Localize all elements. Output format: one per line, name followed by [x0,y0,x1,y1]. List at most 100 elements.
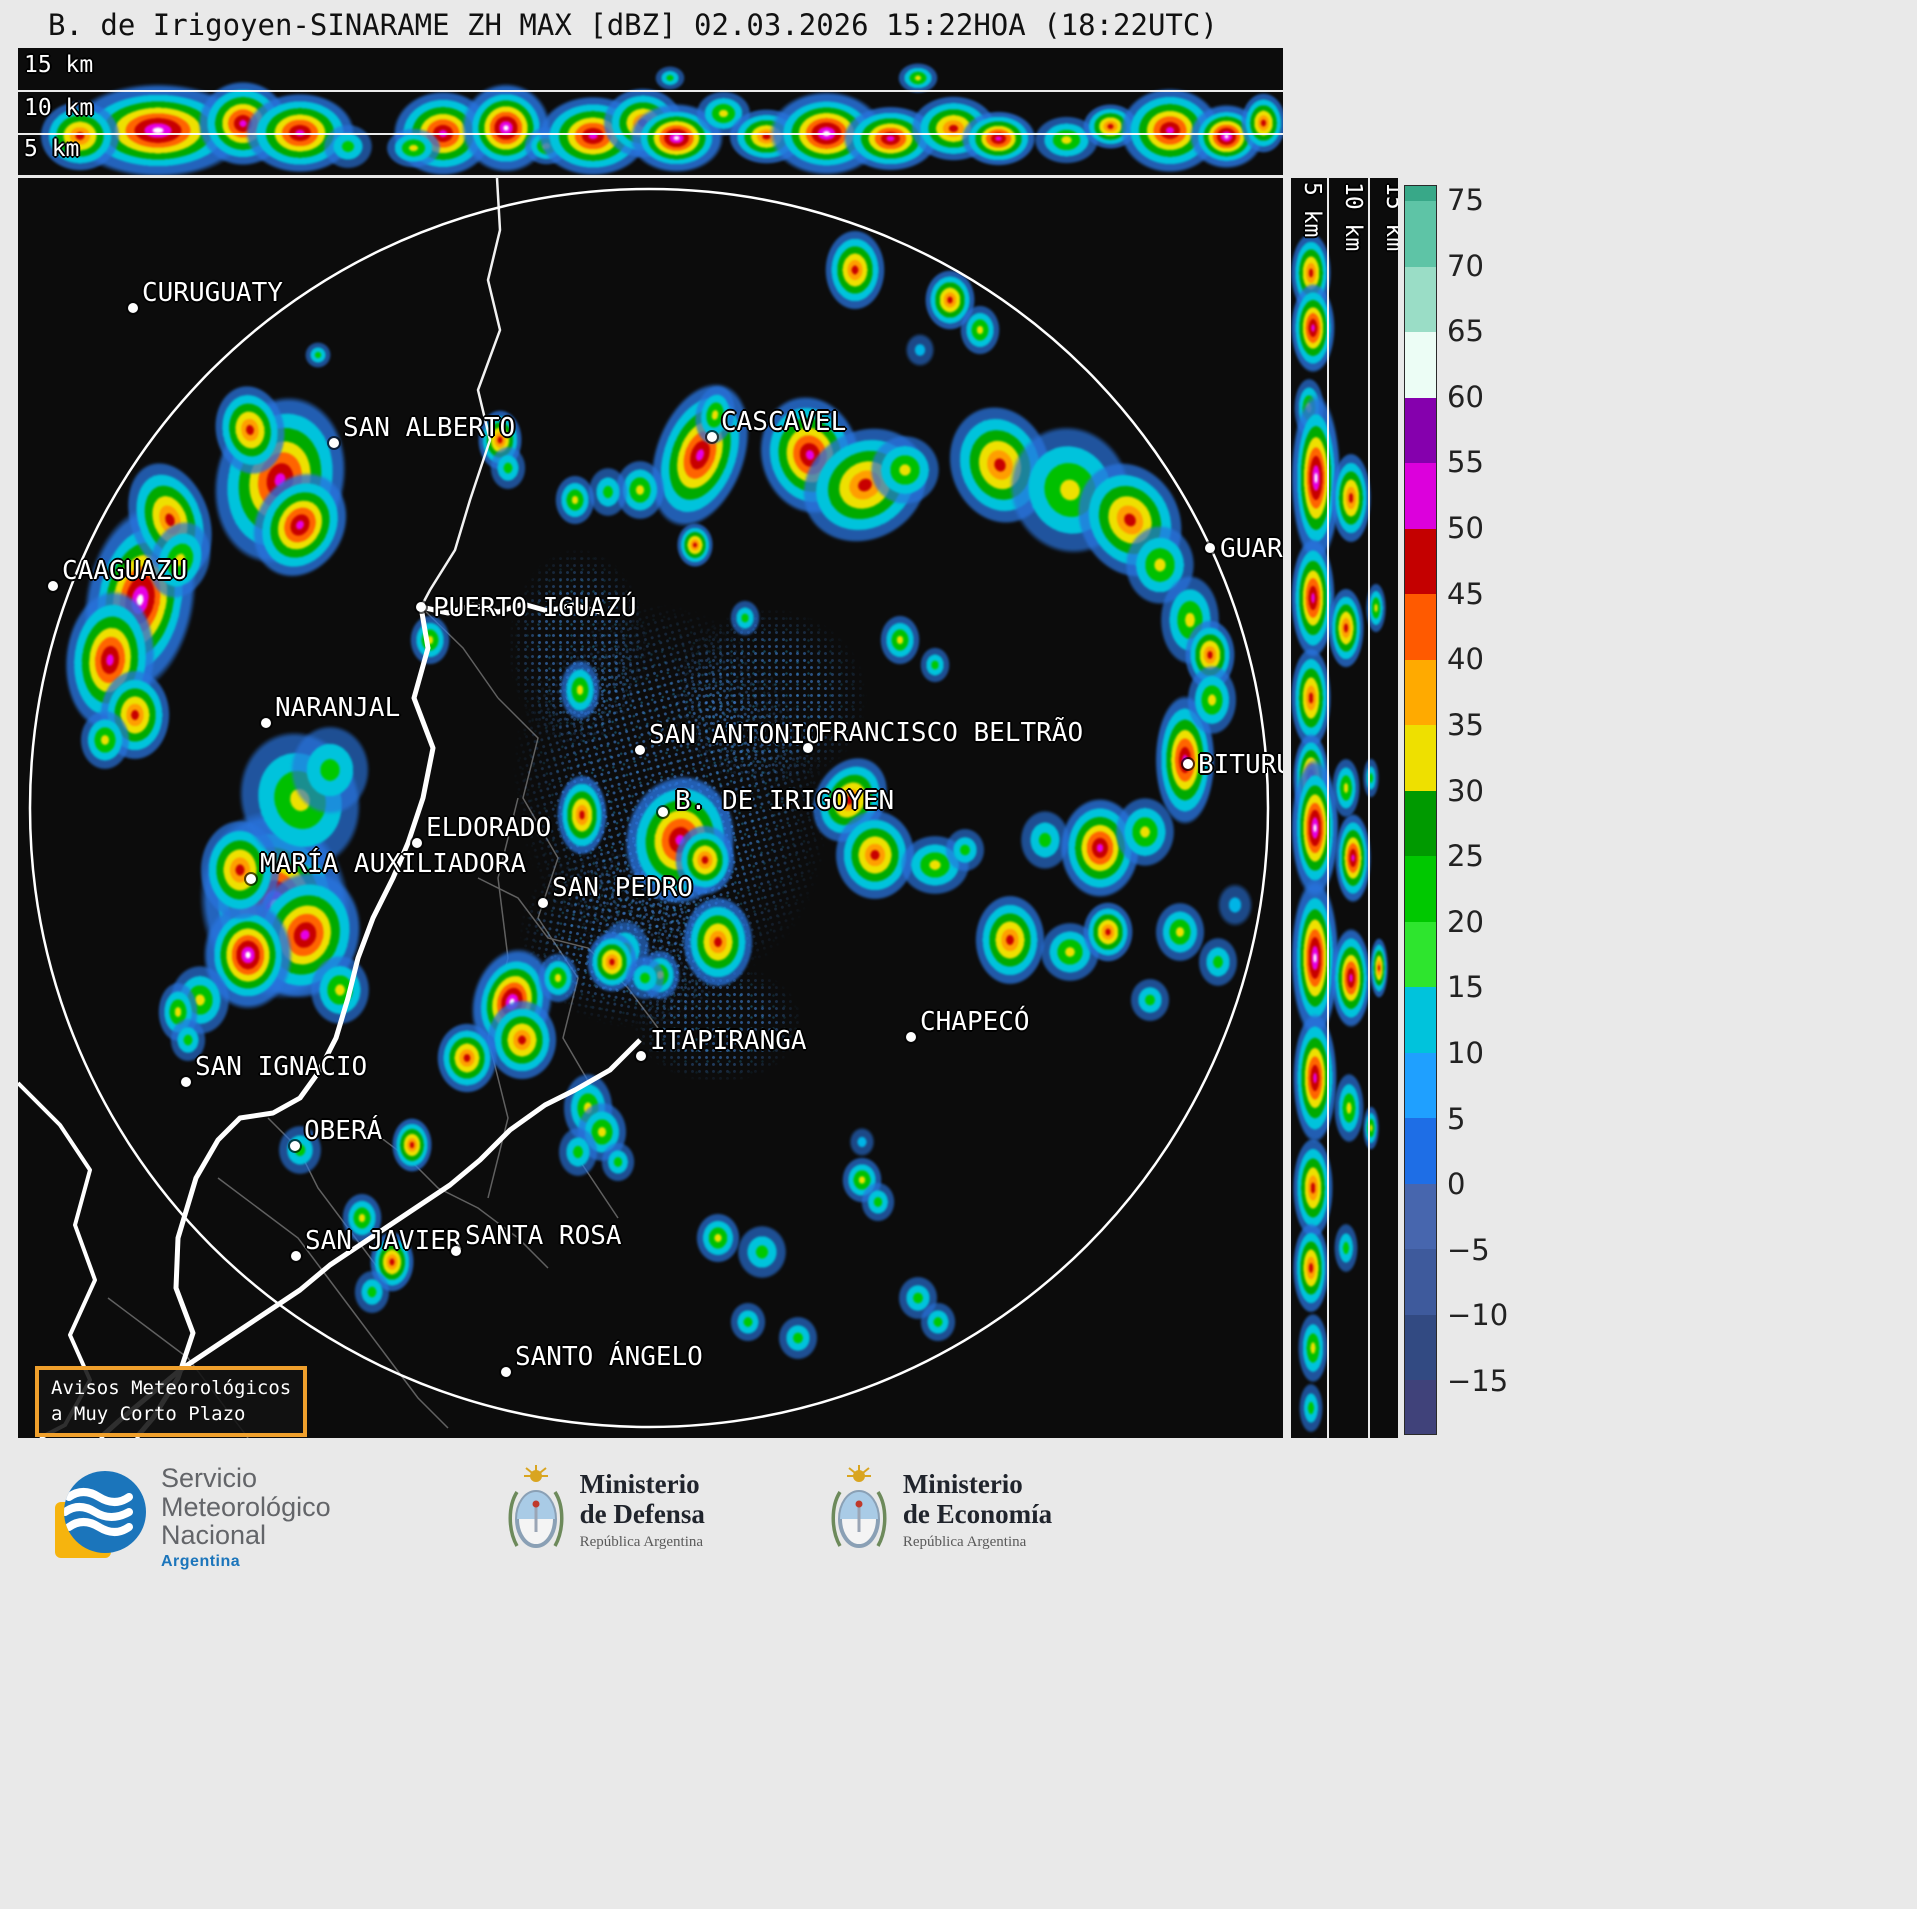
radar-echo [40,101,120,171]
city-label: MARÍA AUXILIADORA [260,849,527,879]
footer: Servicio Meteorológico Nacional Argentin… [0,1438,1917,1909]
city-label: ITAPIRANGA [650,1026,807,1056]
radar-echo [1335,813,1371,903]
ministry-defensa-block: Ministerio de Defensa República Argentin… [504,1464,705,1556]
side-altitude-label-5km: 5 km [1299,182,1325,238]
radar-echo [1299,1383,1323,1433]
smn-name-line: Servicio [161,1463,258,1493]
page-title: B. de Irigoyen-SINARAME ZH MAX [dBZ] 02.… [48,8,1218,42]
radar-echo [1328,588,1364,668]
altitude-label-15km: 15 km [24,52,94,78]
city-marker [636,1051,646,1061]
colorbar-segment [1405,332,1436,398]
city-marker [803,743,813,753]
city-label: CAAGUAZU [62,556,188,586]
radar-echo [1363,758,1379,798]
side-gridline-2 [1368,178,1370,1438]
city-label: SANTO ÁNGELO [515,1342,703,1372]
city-marker [290,1141,300,1151]
colorbar-segment [1405,1118,1436,1184]
city-label: GUARA [1220,534,1283,564]
colorbar-segment [1405,463,1436,529]
radar-echo [655,66,685,90]
city-marker [538,898,548,908]
radar-map-panel: CURUGUATY SAN ALBERTO CAAGUAZU CASCAVEL GUAR… [18,178,1283,1438]
city-marker [501,1367,511,1377]
city-label: SAN ANTONIO [649,720,822,750]
colorbar-tick-label: 15 [1447,970,1484,1005]
city-label: BITURU [1198,750,1283,780]
smn-logo-block: Servicio Meteorológico Nacional Argentin… [55,1464,331,1571]
side-altitude-label-15km: 15 km [1381,182,1398,252]
radar-echo [1293,1138,1333,1238]
colorbar-tick-label: −15 [1447,1364,1509,1398]
radar-echo [1298,1313,1328,1383]
radar-echo [1291,648,1331,748]
radar-echo [960,110,1036,166]
radar-echo [323,123,373,169]
city-label: SAN IGNACIO [195,1052,368,1082]
side-cross-section-panel: 5 km 10 km 15 km [1291,178,1398,1438]
city-label: OBERÁ [304,1116,383,1146]
altitude-gridline-10km [18,90,1283,92]
ministry-name-line: de Defensa [579,1499,705,1529]
radar-echo [1334,1073,1364,1143]
radar-echo [1331,453,1371,543]
colorbar-segment [1405,1314,1436,1381]
ministry-economia-text: Ministerio de Economía República Argenti… [903,1469,1052,1551]
colorbar-ticks: 75 70 65 60 55 50 45 40 35 30 25 20 15 10 5 0 −5 −10 −15 [1447,185,1527,1435]
colorbar-tick-label: −5 [1447,1232,1490,1267]
colorbar-segments [1404,185,1437,1435]
city-label: SAN JAVIER [305,1226,462,1256]
top-cross-section-panel: 15 km 10 km 5 km [18,48,1283,175]
colorbar-segment [1405,1249,1436,1315]
colorbar-tick-label: −10 [1447,1298,1509,1333]
city-marker [412,838,422,848]
colorbar-segment [1405,1052,1436,1119]
radar-echo [1334,1223,1358,1273]
colorbar-tick-label: 40 [1447,642,1484,677]
ministry-defensa-text: Ministerio de Defensa República Argentin… [580,1469,705,1551]
city-marker [416,602,426,612]
city-label: FRANCISCO BELTRÃO [817,718,1084,748]
city-marker [246,874,256,884]
colorbar-segment [1405,594,1436,660]
altitude-gridline-5km [18,133,1283,135]
ministry-name-line: Ministerio [579,1468,700,1499]
colorbar-segment [1405,659,1436,726]
city-marker [291,1251,301,1261]
colorbar-segment [1405,1380,1436,1435]
radar-echo [898,63,938,93]
altitude-label-10km: 10 km [24,95,94,121]
city-marker [707,432,717,442]
city-marker [1205,543,1215,553]
colorbar-segment [1405,201,1436,267]
radar-echo [1293,1013,1337,1143]
colorbar-segment [1405,921,1436,988]
colorbar-tick-label: 45 [1447,576,1484,611]
smn-logo [55,1471,146,1558]
smn-country: Argentina [161,1552,241,1570]
radar-echo [1366,583,1386,633]
city-marker [635,745,645,755]
city-label: NARANJAL [275,693,401,723]
city-label: CURUGUATY [142,278,283,308]
colorbar-segment [1405,397,1436,464]
city-layer: CURUGUATY SAN ALBERTO CAAGUAZU CASCAVEL GUAR… [18,178,1283,1438]
colorbar-tick-label: 25 [1447,839,1484,874]
notice-line-2: a Muy Corto Plazo [51,1402,246,1425]
side-altitude-label-10km: 10 km [1340,182,1366,252]
colorbar-tick-label: 60 [1447,379,1484,414]
city-label: CHAPECÓ [920,1007,1030,1037]
coat-of-arms-icon [508,1465,564,1548]
city-marker [1183,759,1193,769]
radar-echo [1363,1106,1379,1150]
colorbar-segment [1405,856,1436,922]
colorbar-tick-label: 20 [1447,904,1484,939]
ministry-subtitle: República Argentina [902,1534,1027,1551]
city-label: ELDORADO [426,813,552,843]
colorbar-tick-label: 10 [1447,1035,1484,1070]
coat-of-arms-icon [831,1465,887,1548]
colorbar-segment [1405,790,1436,857]
colorbar-segment [1405,987,1436,1053]
